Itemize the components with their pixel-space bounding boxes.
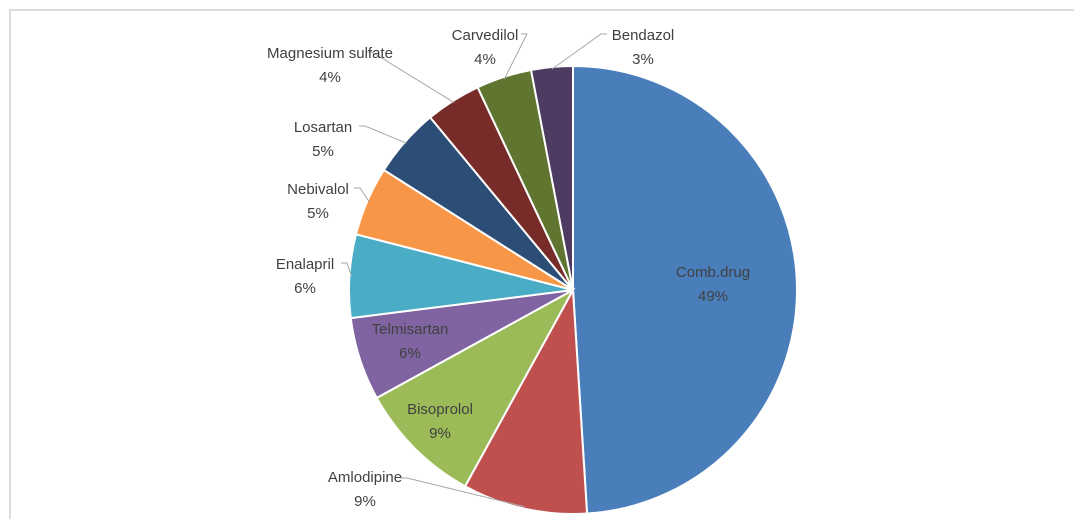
data-label-value: 5% — [312, 143, 334, 160]
data-label-value: 9% — [354, 493, 376, 510]
data-label-value: 6% — [294, 280, 316, 297]
data-label-name: Losartan — [294, 119, 352, 136]
data-label-name: Amlodipine — [328, 469, 402, 486]
leader-line — [503, 33, 528, 80]
data-label-value: 9% — [429, 425, 451, 442]
data-label-name: Telmisartan — [372, 321, 449, 338]
data-label-name: Bendazol — [612, 27, 675, 44]
leader-line — [359, 125, 407, 144]
data-label-name: Bisoprolol — [407, 401, 473, 418]
data-label-value: 4% — [474, 51, 496, 68]
data-label-value: 6% — [399, 345, 421, 362]
data-label-name: Comb.drug — [676, 264, 750, 281]
leader-line — [354, 187, 370, 203]
pie-slice — [375, 287, 576, 488]
leader-line — [401, 477, 525, 508]
pie-slice — [572, 64, 798, 515]
data-label-value: 49% — [698, 288, 728, 305]
leader-line — [341, 262, 352, 277]
pie-slice — [529, 64, 574, 291]
data-label-name: Magnesium sulfate — [267, 45, 393, 62]
data-label-name: Nebivalol — [287, 181, 349, 198]
leader-line — [366, 51, 455, 103]
data-label-value: 5% — [307, 205, 329, 222]
frame — [9, 9, 1074, 519]
pie-slice — [463, 286, 589, 515]
data-label-name: Enalapril — [276, 256, 334, 273]
data-label-value: 3% — [632, 51, 654, 68]
data-label-name: Carvedilol — [452, 27, 519, 44]
leader-line — [551, 33, 607, 70]
data-label-value: 4% — [319, 69, 341, 86]
